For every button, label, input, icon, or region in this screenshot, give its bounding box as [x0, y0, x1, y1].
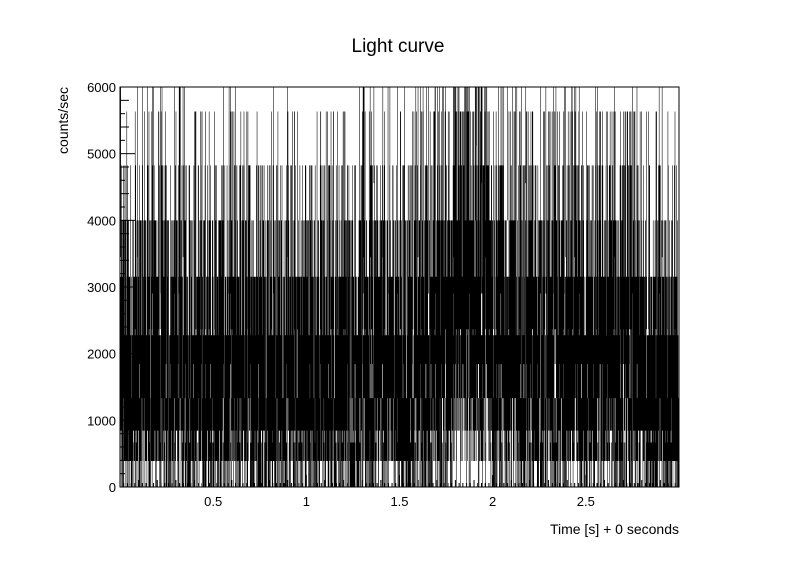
y-tick-label: 6000 — [87, 80, 116, 95]
y-tick-label: 3000 — [87, 280, 116, 295]
y-tick-label: 1000 — [87, 413, 116, 428]
chart-title: Light curve — [352, 36, 445, 57]
x-tick-label: 2.5 — [577, 494, 595, 509]
y-axis: 0 1000 2000 3000 4000 5000 6000 — [87, 80, 135, 495]
x-axis-title: Time [s] + 0 seconds — [550, 521, 679, 537]
data-series — [119, 87, 680, 487]
y-axis-title: counts/sec — [55, 87, 71, 154]
y-tick-label: 4000 — [87, 213, 116, 228]
y-tick-label: 2000 — [87, 347, 116, 362]
y-tick-label: 5000 — [87, 147, 116, 162]
y-tick-label: 0 — [109, 480, 116, 495]
error-bars — [119, 87, 680, 487]
x-tick-label: 2 — [489, 494, 496, 509]
x-axis: 0.5 1 1.5 2 2.5 — [119, 475, 680, 509]
x-tick-label: 0.5 — [204, 494, 222, 509]
x-tick-label: 1.5 — [390, 494, 408, 509]
x-tick-label: 1 — [303, 494, 310, 509]
